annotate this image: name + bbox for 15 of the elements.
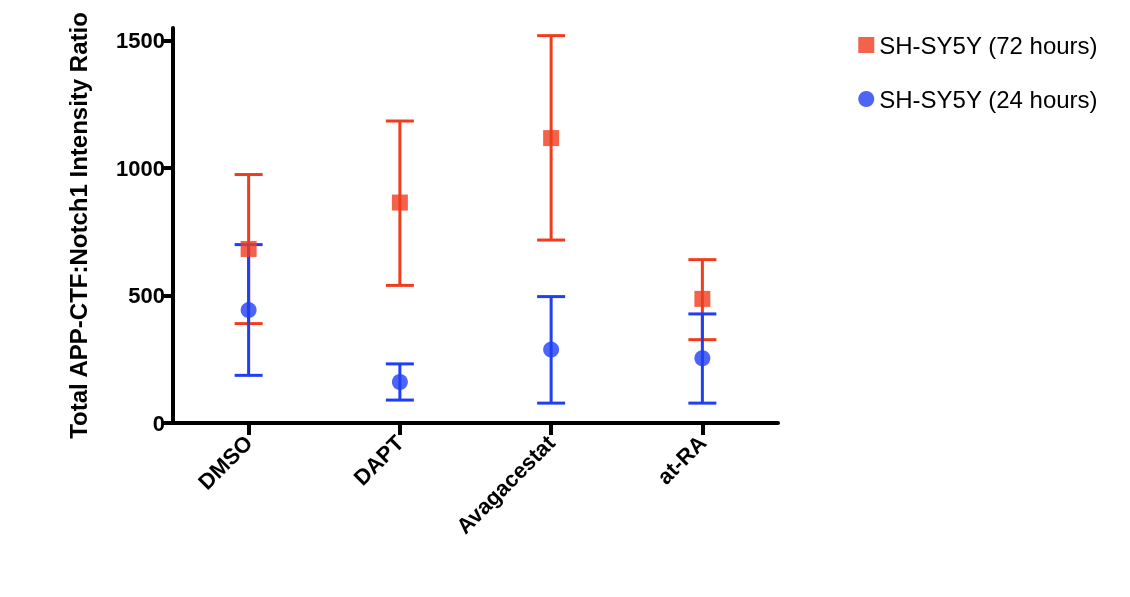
point bbox=[694, 290, 711, 307]
point bbox=[240, 302, 257, 319]
point bbox=[543, 341, 560, 358]
point bbox=[391, 194, 408, 211]
point bbox=[391, 373, 408, 390]
point bbox=[543, 130, 560, 147]
legend-label: SH-SY5Y (24 hours) bbox=[879, 85, 1098, 113]
y-tick-label: 500 bbox=[128, 283, 165, 309]
legend-label: SH-SY5Y (72 hours) bbox=[879, 31, 1098, 59]
y-tick-label: 1500 bbox=[116, 28, 165, 54]
point bbox=[240, 240, 257, 257]
point bbox=[694, 350, 711, 367]
y-axis-title: Total APP-CTF:Notch1 Intensity Ratio bbox=[64, 12, 92, 439]
y-tick-label: 1000 bbox=[116, 155, 165, 181]
y-tick-label: 0 bbox=[152, 410, 165, 436]
